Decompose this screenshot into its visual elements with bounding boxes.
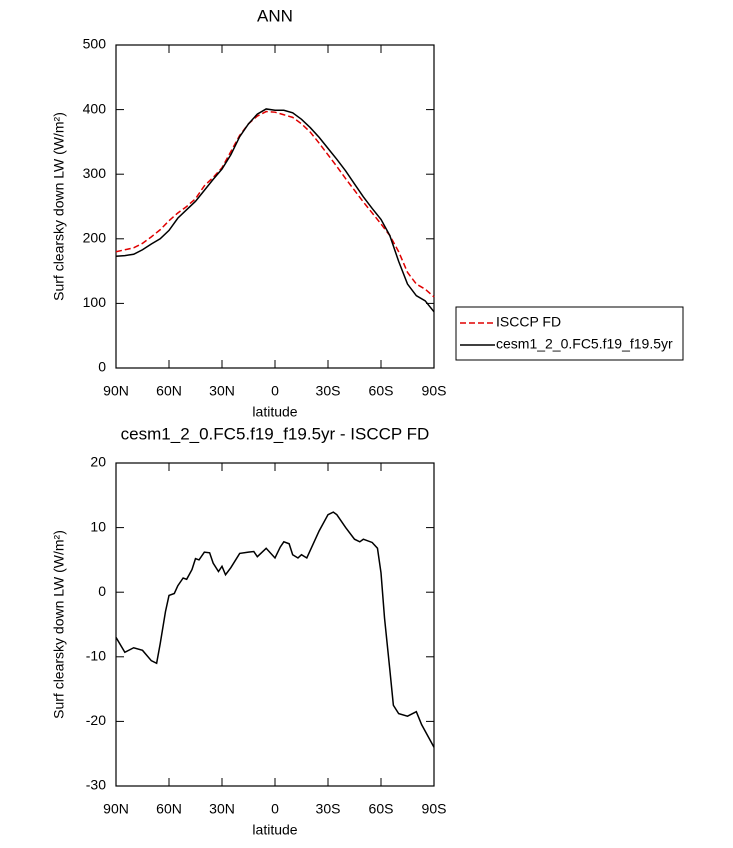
x-axis-label: latitude — [252, 404, 297, 420]
series-line — [115, 511, 435, 748]
legend-box — [455, 306, 684, 361]
x-tick-label: 90N — [103, 801, 129, 817]
x-tick-label: 90N — [103, 383, 129, 399]
y-axis-label: Surf clearsky down LW (W/m²) — [51, 530, 67, 719]
legend-label: cesm1_2_0.FC5.f19_f19.5yr — [496, 336, 673, 352]
series-line — [115, 110, 435, 298]
y-tick-label: 200 — [83, 230, 107, 246]
y-tick-label: 300 — [83, 165, 107, 181]
x-tick-label: 30S — [316, 801, 341, 817]
x-tick-label: 60N — [156, 383, 182, 399]
x-tick-label: 90S — [422, 383, 447, 399]
plot-frame — [115, 44, 435, 369]
legend-label: ISCCP FD — [496, 314, 561, 330]
y-tick-label: 0 — [98, 359, 106, 375]
x-tick-label: 0 — [271, 383, 279, 399]
y-tick-label: 400 — [83, 100, 107, 116]
chart-title: cesm1_2_0.FC5.f19_f19.5yr - ISCCP FD — [121, 424, 430, 443]
y-tick-label: 10 — [90, 518, 106, 534]
plot-frame — [115, 462, 435, 787]
y-tick-label: 500 — [83, 36, 107, 52]
y-tick-label: 20 — [90, 454, 106, 470]
y-tick-label: 0 — [98, 583, 106, 599]
y-tick-label: 100 — [83, 294, 107, 310]
x-tick-label: 30N — [209, 801, 235, 817]
chart-title: ANN — [257, 6, 293, 25]
x-tick-label: 90S — [422, 801, 447, 817]
x-axis-label: latitude — [252, 822, 297, 838]
y-axis-label: Surf clearsky down LW (W/m²) — [51, 112, 67, 301]
x-tick-label: 0 — [271, 801, 279, 817]
series-line — [115, 108, 435, 313]
x-tick-label: 60S — [369, 801, 394, 817]
x-tick-label: 30N — [209, 383, 235, 399]
y-tick-label: -10 — [86, 648, 106, 664]
x-tick-label: 30S — [316, 383, 341, 399]
y-tick-label: -30 — [86, 777, 106, 793]
x-tick-label: 60N — [156, 801, 182, 817]
x-tick-label: 60S — [369, 383, 394, 399]
y-tick-label: -20 — [86, 712, 106, 728]
